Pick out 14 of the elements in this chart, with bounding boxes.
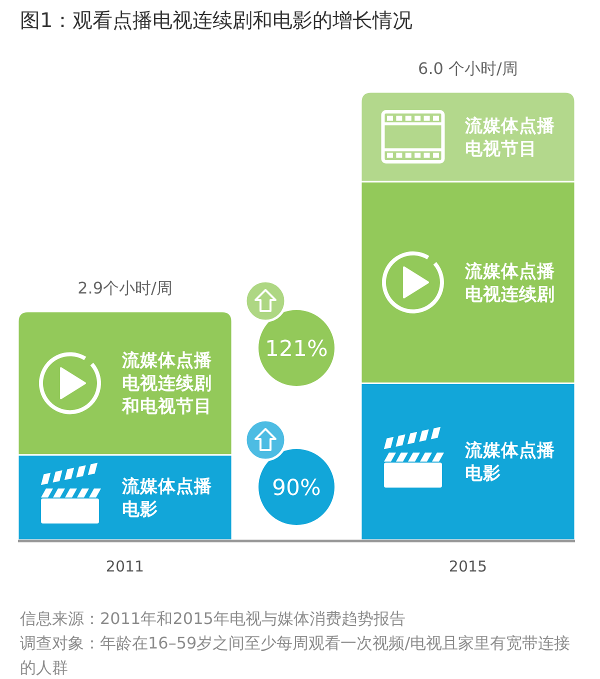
x-tick-label: 2011: [106, 558, 144, 576]
series-label: 流媒体点播电视连续剧: [464, 260, 556, 305]
annotation: 2.9个小时/周: [78, 278, 172, 298]
annotation: 90%: [272, 476, 321, 501]
x-tick-label: 2015: [448, 558, 488, 576]
text: 调查对象：年龄在16–59岁之间至少每周观看一次视频/电视且家里有宽带连接的人群: [20, 634, 570, 677]
chart-title: 图1：观看点播电视连续剧和电影的增长情况: [20, 8, 413, 32]
annotation: 121%: [265, 337, 328, 362]
series-label: 流媒体点播电视节目: [464, 115, 556, 160]
text: 6.0 个小时/周: [418, 59, 518, 78]
series-label: 流媒体点播电视连续剧和电视节目: [121, 350, 213, 418]
series-label: 流媒体点播电影: [464, 440, 556, 484]
text: 流媒体点播电影: [122, 476, 212, 520]
text: 信息来源：2011年和2015年电视与媒体消费趋势报告: [20, 609, 406, 628]
